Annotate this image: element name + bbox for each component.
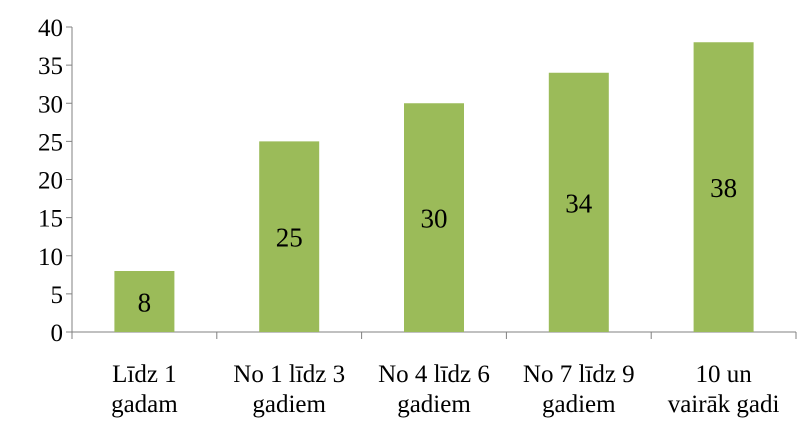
category-label: gadiem (252, 391, 326, 418)
bars (114, 42, 754, 332)
data-label: 25 (276, 223, 303, 253)
y-tick-label: 0 (51, 320, 64, 347)
y-tick-label: 5 (51, 282, 64, 309)
category-label: No 7 līdz 9 (523, 361, 635, 388)
bar (404, 103, 464, 332)
data-labels: 8 25 30 34 38 (138, 173, 737, 317)
category-label: Līdz 1 (112, 361, 177, 388)
category-labels: Līdz 1 gadam No 1 līdz 3 gadiem No 4 līdz 6 g… (111, 361, 779, 418)
category-label: gadiem (542, 391, 616, 418)
category-label: gadiem (397, 391, 471, 418)
data-label: 38 (710, 173, 737, 203)
category-label: 10 un (695, 361, 752, 388)
y-axis: 0 5 10 15 20 25 30 35 40 (38, 15, 73, 347)
bar (259, 141, 320, 332)
y-tick-label: 30 (38, 91, 63, 118)
y-tick-label: 10 (38, 244, 63, 271)
category-label: gadam (111, 391, 178, 418)
y-tick-label: 25 (38, 129, 63, 156)
y-tick-label: 20 (38, 168, 63, 195)
y-tick-label: 40 (38, 15, 63, 42)
bar (114, 271, 175, 332)
data-label: 8 (138, 288, 152, 318)
y-tick-label: 15 (38, 206, 63, 233)
category-label: vairāk gadi (668, 391, 780, 418)
x-axis (71, 331, 797, 339)
category-label: No 4 līdz 6 (378, 361, 490, 388)
bar (548, 72, 609, 332)
bar (693, 42, 754, 332)
y-tick-label: 35 (38, 53, 63, 80)
data-label: 34 (565, 188, 593, 218)
data-label: 30 (421, 204, 448, 234)
category-label: No 1 līdz 3 (233, 361, 345, 388)
